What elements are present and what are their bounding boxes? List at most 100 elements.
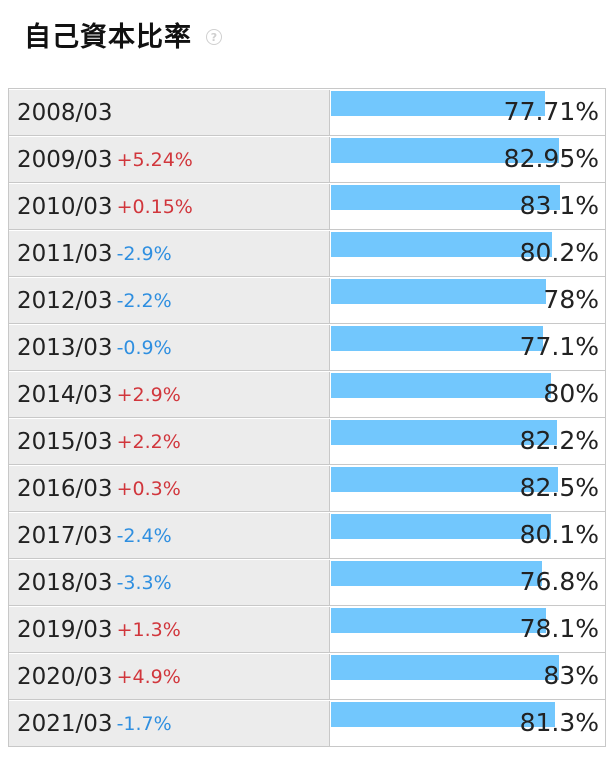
- value-cell: 81.3%: [330, 700, 605, 746]
- value-bar: [331, 232, 552, 257]
- page-title: 自己資本比率: [24, 21, 192, 53]
- value-label: 76.8%: [519, 567, 599, 596]
- year-label: 2018/03: [17, 569, 113, 596]
- change-label: -2.2%: [116, 289, 172, 312]
- table-row: 2011/03 -2.9% 80.2%: [9, 230, 605, 277]
- year-cell: 2012/03 -2.2%: [9, 278, 330, 323]
- table-row: 2010/03 +0.15% 83.1%: [9, 183, 605, 230]
- year-cell: 2016/03 +0.3%: [9, 466, 330, 511]
- value-bar: [331, 702, 555, 727]
- value-cell: 76.8%: [330, 559, 605, 605]
- change-label: +2.2%: [116, 430, 181, 453]
- value-cell: 83%: [330, 653, 605, 699]
- table-row: 2009/03 +5.24% 82.95%: [9, 136, 605, 183]
- year-label: 2015/03: [17, 428, 113, 455]
- value-cell: 82.5%: [330, 465, 605, 511]
- year-label: 2008/03: [17, 99, 113, 126]
- year-label: 2010/03: [17, 193, 113, 220]
- year-cell: 2013/03 -0.9%: [9, 325, 330, 370]
- value-bar: [331, 655, 559, 680]
- year-label: 2014/03: [17, 381, 113, 408]
- value-label: 82.95%: [503, 144, 599, 173]
- table-row: 2017/03 -2.4% 80.1%: [9, 512, 605, 559]
- value-label: 80%: [543, 379, 599, 408]
- value-bar: [331, 373, 551, 398]
- year-cell: 2015/03 +2.2%: [9, 419, 330, 464]
- table-row: 2008/03 77.71%: [9, 89, 605, 136]
- change-label: +4.9%: [116, 665, 181, 688]
- year-label: 2019/03: [17, 616, 113, 643]
- value-bar: [331, 467, 558, 492]
- year-label: 2016/03: [17, 475, 113, 502]
- value-cell: 77.1%: [330, 324, 605, 370]
- value-bar: [331, 420, 557, 445]
- year-label: 2021/03: [17, 710, 113, 737]
- year-label: 2009/03: [17, 146, 113, 173]
- value-label: 83.1%: [519, 191, 599, 220]
- value-cell: 78%: [330, 277, 605, 323]
- value-cell: 82.2%: [330, 418, 605, 464]
- year-label: 2011/03: [17, 240, 113, 267]
- value-bar: [331, 138, 559, 163]
- year-label: 2013/03: [17, 334, 113, 361]
- year-cell: 2008/03: [9, 90, 330, 135]
- value-label: 78%: [543, 285, 599, 314]
- year-cell: 2014/03 +2.9%: [9, 372, 330, 417]
- year-label: 2017/03: [17, 522, 113, 549]
- table-row: 2020/03 +4.9% 83%: [9, 653, 605, 700]
- value-label: 82.2%: [519, 426, 599, 455]
- value-bar: [331, 185, 560, 210]
- value-cell: 83.1%: [330, 183, 605, 229]
- value-bar: [331, 514, 551, 539]
- table-row: 2018/03 -3.3% 76.8%: [9, 559, 605, 606]
- value-cell: 78.1%: [330, 606, 605, 652]
- year-cell: 2018/03 -3.3%: [9, 560, 330, 605]
- value-bar: [331, 561, 542, 586]
- change-label: +0.15%: [116, 195, 193, 218]
- table-row: 2021/03 -1.7% 81.3%: [9, 700, 605, 747]
- header: 自己資本比率 ?: [24, 12, 222, 56]
- change-label: +1.3%: [116, 618, 181, 641]
- year-cell: 2010/03 +0.15%: [9, 184, 330, 229]
- change-label: -3.3%: [116, 571, 172, 594]
- year-cell: 2020/03 +4.9%: [9, 654, 330, 699]
- value-label: 82.5%: [519, 473, 599, 502]
- change-label: +0.3%: [116, 477, 181, 500]
- table-row: 2015/03 +2.2% 82.2%: [9, 418, 605, 465]
- question-circle-icon[interactable]: ?: [206, 29, 222, 45]
- equity-ratio-table: 2008/03 77.71% 2009/03 +5.24% 82.95% 2010/03 +…: [8, 88, 606, 747]
- year-cell: 2017/03 -2.4%: [9, 513, 330, 558]
- change-label: +2.9%: [116, 383, 181, 406]
- value-bar: [331, 91, 545, 116]
- value-label: 83%: [543, 661, 599, 690]
- change-label: -1.7%: [116, 712, 172, 735]
- value-cell: 77.71%: [330, 89, 605, 135]
- change-label: -0.9%: [116, 336, 172, 359]
- value-cell: 80%: [330, 371, 605, 417]
- table-row: 2012/03 -2.2% 78%: [9, 277, 605, 324]
- table-row: 2016/03 +0.3% 82.5%: [9, 465, 605, 512]
- value-cell: 80.1%: [330, 512, 605, 558]
- year-cell: 2019/03 +1.3%: [9, 607, 330, 652]
- value-bar: [331, 279, 546, 304]
- value-cell: 80.2%: [330, 230, 605, 276]
- table-row: 2014/03 +2.9% 80%: [9, 371, 605, 418]
- value-label: 78.1%: [519, 614, 599, 643]
- value-bar: [331, 608, 546, 633]
- value-bar: [331, 326, 543, 351]
- change-label: -2.4%: [116, 524, 172, 547]
- value-label: 81.3%: [519, 708, 599, 737]
- value-label: 77.1%: [519, 332, 599, 361]
- year-cell: 2011/03 -2.9%: [9, 231, 330, 276]
- change-label: -2.9%: [116, 242, 172, 265]
- table-row: 2019/03 +1.3% 78.1%: [9, 606, 605, 653]
- year-label: 2012/03: [17, 287, 113, 314]
- value-label: 77.71%: [503, 97, 599, 126]
- change-label: +5.24%: [116, 148, 193, 171]
- table-row: 2013/03 -0.9% 77.1%: [9, 324, 605, 371]
- value-cell: 82.95%: [330, 136, 605, 182]
- year-cell: 2009/03 +5.24%: [9, 137, 330, 182]
- year-label: 2020/03: [17, 663, 113, 690]
- year-cell: 2021/03 -1.7%: [9, 701, 330, 746]
- value-label: 80.2%: [519, 238, 599, 267]
